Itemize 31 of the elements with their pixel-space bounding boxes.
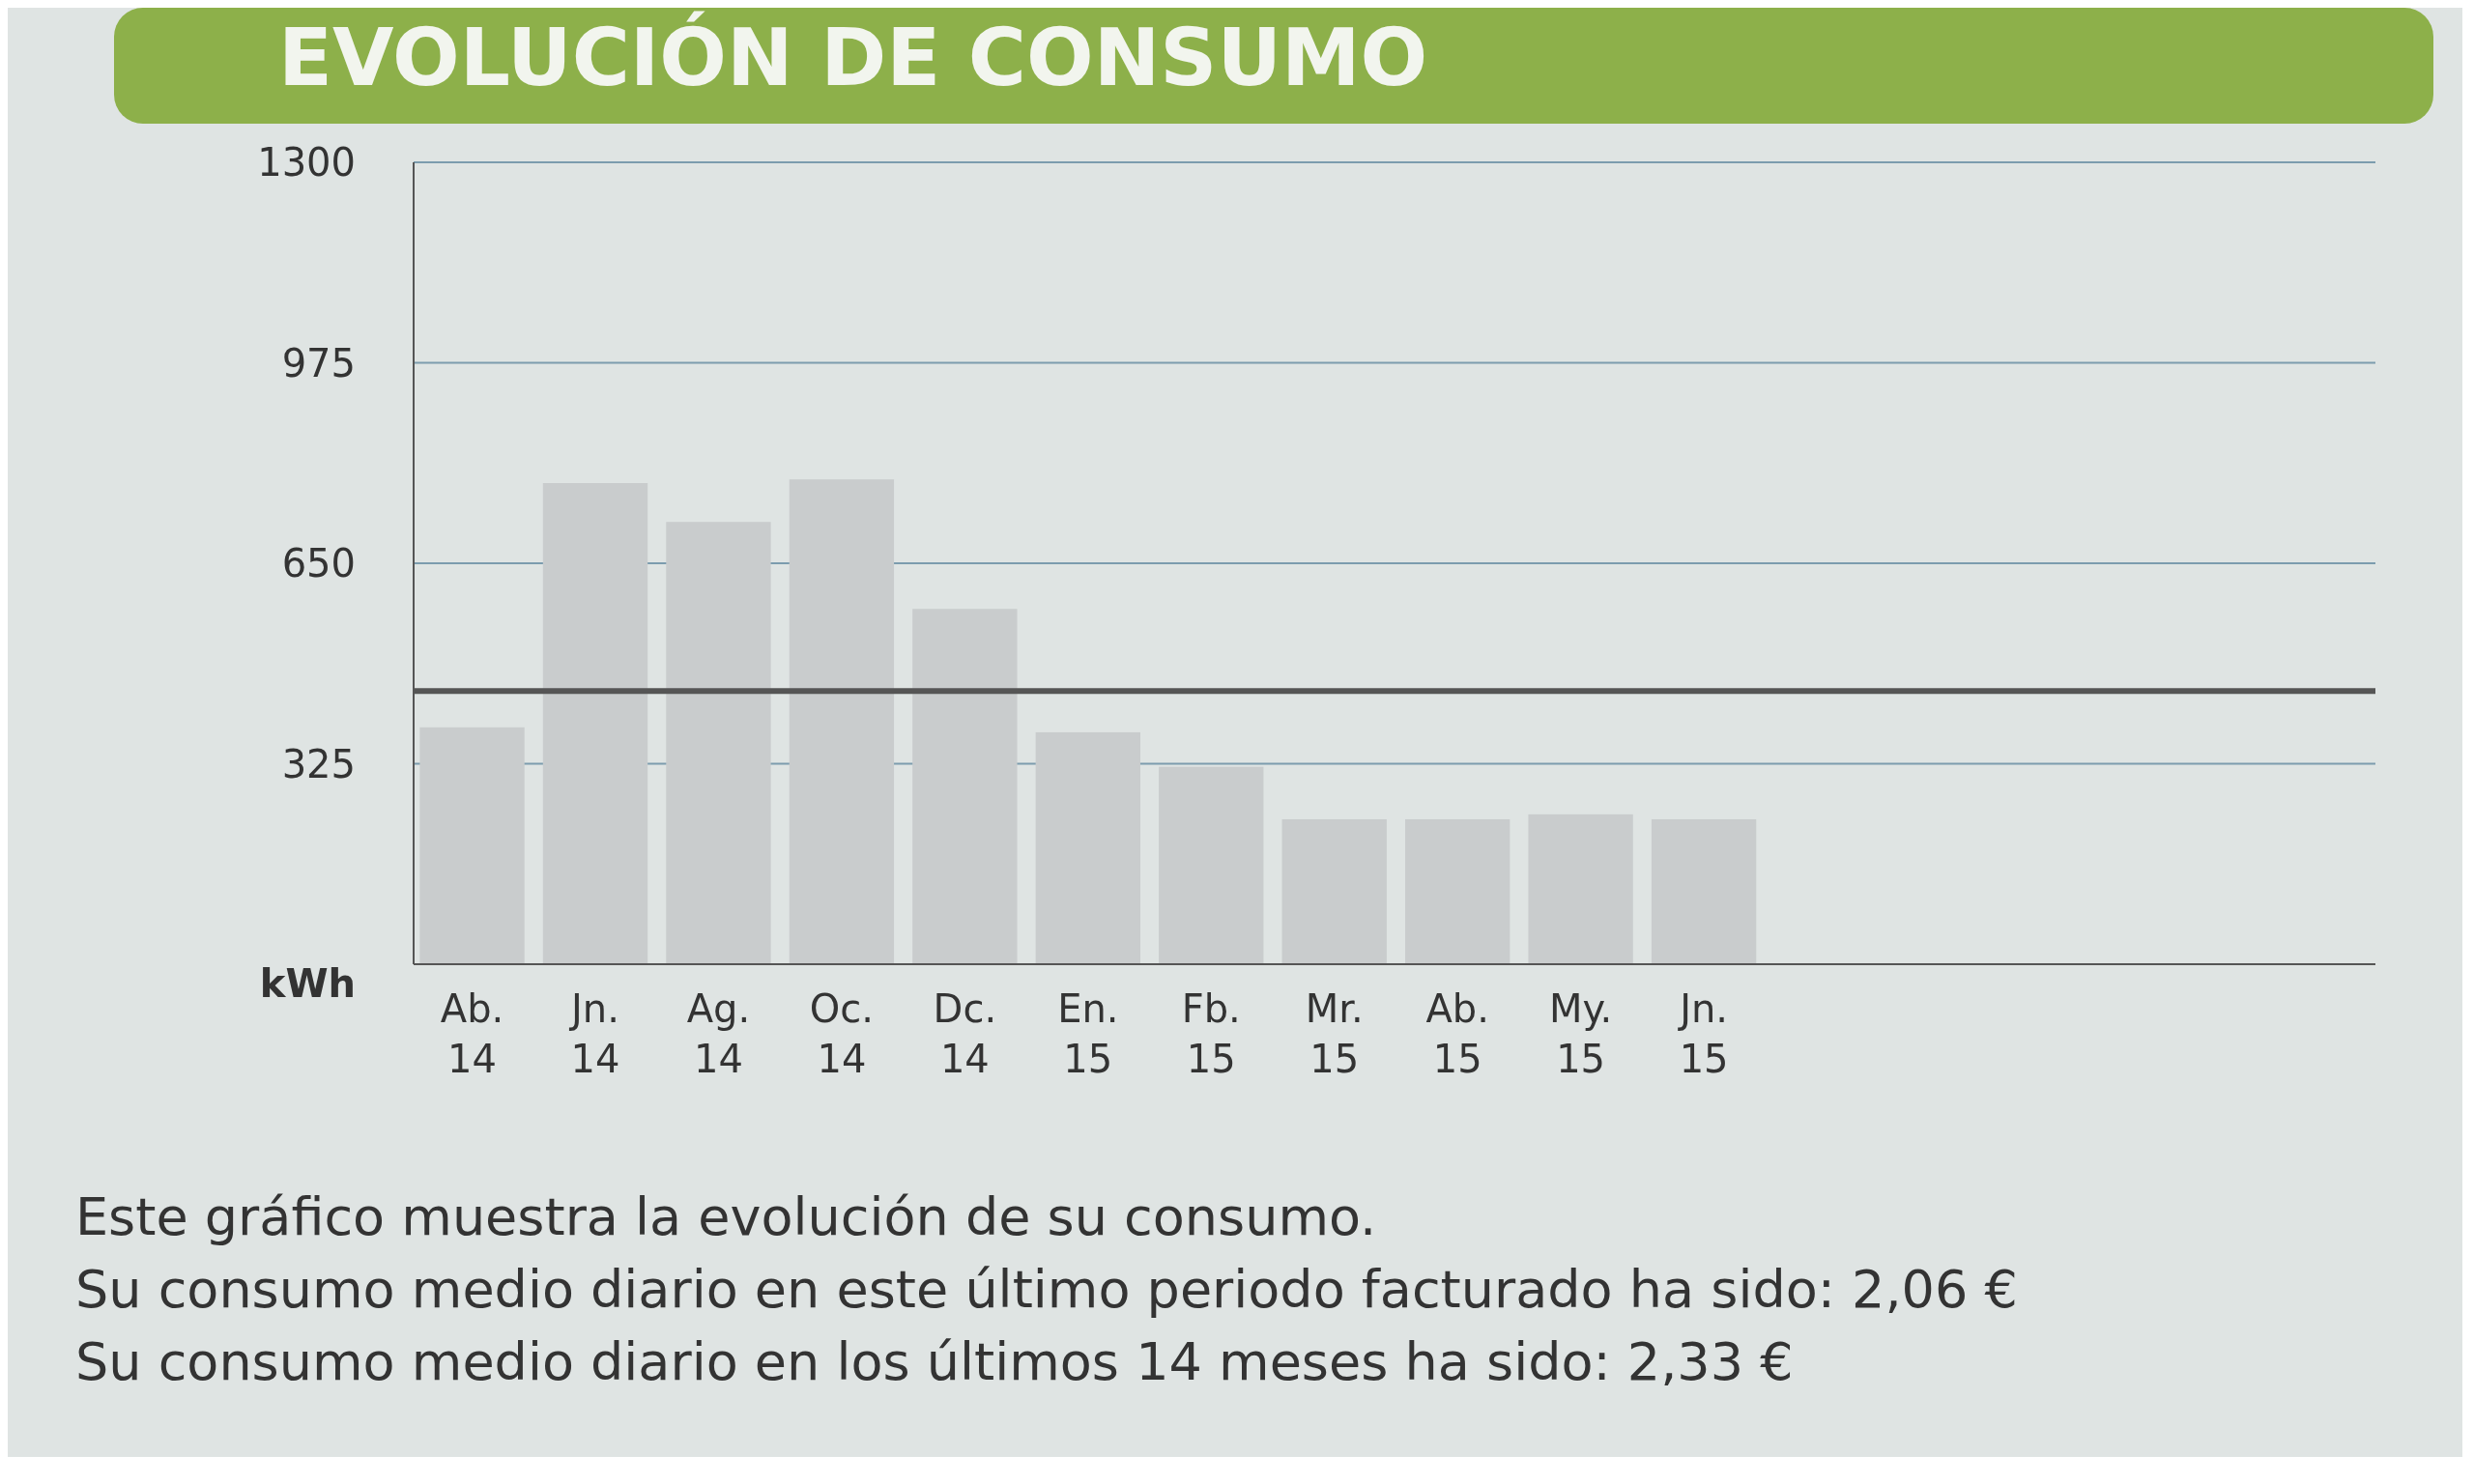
bar bbox=[1405, 818, 1510, 964]
x-tick-label: Jn. 14 bbox=[568, 986, 620, 1081]
y-tick-label: 1300 bbox=[257, 140, 356, 185]
bar bbox=[666, 522, 771, 964]
bar bbox=[1281, 818, 1387, 964]
bar bbox=[542, 483, 648, 964]
x-tick-label: My. 15 bbox=[1549, 986, 1613, 1081]
x-tick-label: Oc. 14 bbox=[809, 986, 875, 1081]
text: Su consumo medio diario en los últimos 14 meses ha sido: 2,33 € bbox=[75, 1331, 1794, 1392]
bar bbox=[1035, 731, 1140, 964]
chart-title: EVOLUCIÓN DE CONSUMO bbox=[278, 11, 1428, 103]
bar bbox=[419, 727, 525, 964]
y-tick-label: 975 bbox=[281, 340, 356, 385]
x-tick-label: Mr. 15 bbox=[1305, 986, 1364, 1081]
x-tick-label: Ab. 15 bbox=[1425, 986, 1489, 1081]
y-tick-label: 650 bbox=[281, 541, 356, 585]
x-tick-label: Dc. 14 bbox=[933, 986, 997, 1081]
bar bbox=[912, 609, 1018, 964]
x-tick-label: Ag. 14 bbox=[686, 986, 751, 1081]
y-tick-label: 325 bbox=[281, 741, 356, 786]
bar bbox=[1651, 818, 1757, 964]
bar bbox=[1528, 813, 1633, 964]
bar bbox=[789, 479, 895, 964]
x-tick-label: Ab. 14 bbox=[440, 986, 504, 1081]
text: Su consumo medio diario en este último periodo facturado ha sido: 2,06 € bbox=[75, 1259, 2018, 1320]
text: Este gráfico muestra la evolución de su consumo. bbox=[75, 1186, 1377, 1247]
x-tick-label: Fb. 15 bbox=[1181, 986, 1241, 1081]
x-tick-label: Jn. 15 bbox=[1677, 986, 1729, 1081]
x-tick-label: En. 15 bbox=[1057, 986, 1119, 1081]
y-axis-title: kWh bbox=[259, 961, 356, 1006]
bar bbox=[1159, 766, 1264, 964]
